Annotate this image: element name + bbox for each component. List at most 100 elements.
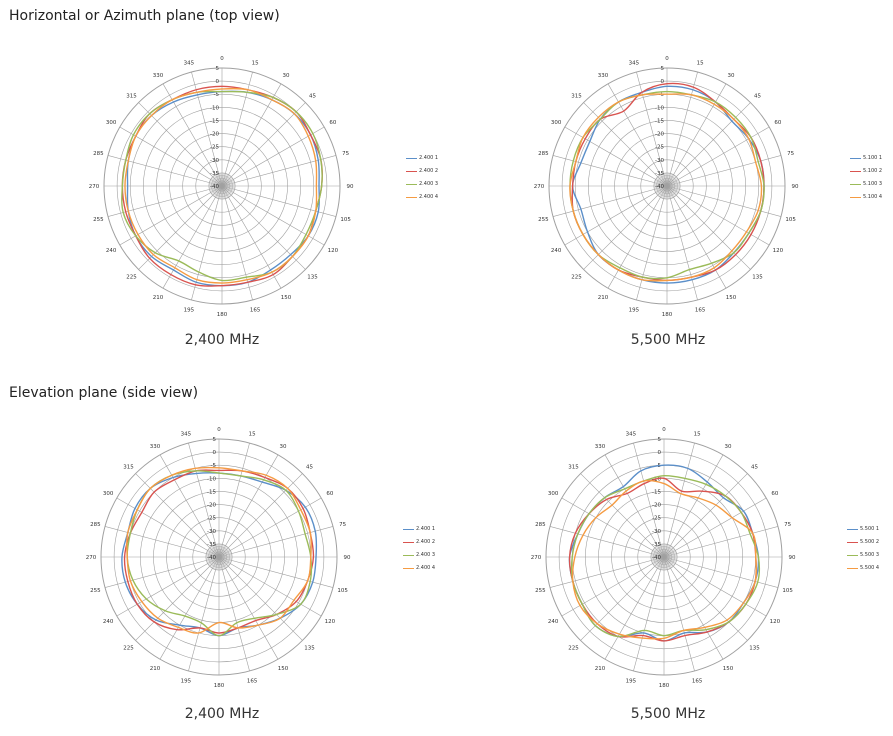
legend-entry: 2.400 4: [406, 191, 438, 204]
angle-tick-label: 90: [344, 555, 351, 561]
radial-tick-label: 0: [216, 79, 220, 85]
grid-spoke: [580, 556, 665, 641]
grid-spoke-minor: [659, 556, 665, 570]
angle-tick-label: 15: [697, 60, 704, 66]
legend-entry: 2.400 3: [403, 549, 435, 562]
grid-spoke: [221, 71, 253, 187]
angle-tick-label: 345: [181, 431, 192, 437]
angle-tick-label: 135: [307, 275, 318, 281]
angle-tick-label: 255: [535, 588, 546, 594]
angle-tick-label: 75: [339, 522, 346, 528]
grid-spoke-minor: [665, 185, 668, 200]
angle-tick-label: 285: [90, 522, 101, 528]
angle-tick-label: 330: [150, 444, 161, 450]
radial-tick-label: -20: [652, 503, 661, 509]
angle-tick-label: 300: [103, 491, 114, 497]
angle-tick-label: 15: [249, 431, 256, 437]
grid-spoke: [583, 102, 668, 187]
grid-spoke-minor: [665, 172, 668, 187]
legend-entry: 2.400 3: [406, 178, 438, 191]
angle-tick-label: 150: [726, 295, 737, 301]
grid-spoke-minor: [666, 185, 678, 194]
grid-spoke: [191, 71, 223, 187]
grid-spoke-minor: [666, 183, 680, 187]
grid-spoke-minor: [656, 556, 665, 568]
legend-entry: 5.100 4: [850, 191, 882, 204]
grid-spoke-minor: [221, 183, 235, 187]
grid-spoke: [663, 442, 695, 558]
grid-spoke: [552, 155, 668, 187]
grid-spoke-minor: [218, 554, 232, 558]
angle-tick-label: 210: [595, 666, 606, 672]
radial-tick-label: -35: [207, 542, 216, 548]
legend-entry: 5.500 1: [847, 523, 879, 536]
series-line-4: [126, 466, 312, 634]
radial-tick-label: -15: [210, 118, 219, 124]
angle-tick-label: 285: [93, 151, 104, 157]
grid-spoke-minor: [655, 185, 668, 192]
radial-tick-label: -15: [207, 489, 216, 495]
legend-label: 5.500 3: [860, 552, 880, 558]
legend-entry: 2.400 2: [403, 536, 435, 549]
radial-tick-label: -25: [210, 145, 219, 151]
legend-swatch: [406, 157, 417, 160]
legend-azimuth-5500: 5.100 1 5.100 2 5.100 3 5.100 4: [850, 152, 882, 204]
angle-tick-label: 150: [723, 666, 734, 672]
radial-tick-label: -35: [652, 542, 661, 548]
grid-spoke-minor: [213, 545, 220, 558]
angle-tick-label: 255: [90, 588, 101, 594]
grid-spoke: [135, 473, 220, 558]
grid-spoke: [663, 556, 779, 588]
angle-tick-label: 0: [217, 427, 221, 433]
grid-spoke-minor: [663, 548, 675, 558]
grid-spoke-minor: [218, 556, 233, 559]
radial-tick-label: -30: [655, 158, 664, 164]
grid-spoke-minor: [214, 185, 223, 197]
legend-label: 2.400 2: [419, 168, 439, 174]
grid-spoke: [116, 556, 220, 617]
grid-spoke-minor: [216, 544, 220, 558]
grid-spoke: [666, 185, 782, 217]
polar-chart-3: 0 15 30 45 60 75 90 105 120 135 150 165 180 195 210 225…: [531, 427, 796, 689]
angle-tick-label: 135: [752, 275, 763, 281]
series-line-3: [121, 90, 323, 282]
radial-tick-label: -15: [655, 118, 664, 124]
angle-tick-label: 165: [247, 679, 258, 685]
caption-elevation-5500: 5,500 MHz: [630, 706, 706, 722]
grid-spoke-minor: [218, 546, 227, 558]
legend-entry: 5.500 3: [847, 549, 879, 562]
grid-spoke: [633, 442, 665, 558]
polar-chart-1: 0 15 30 45 60 75 90 105 120 135 150 165 180 195 210 225…: [534, 56, 799, 318]
grid-spoke: [666, 185, 698, 301]
angle-tick-label: 45: [751, 464, 758, 470]
grid-spoke: [561, 556, 665, 617]
legend-label: 2.400 1: [419, 155, 439, 161]
angle-tick-label: 300: [551, 120, 562, 126]
grid-spoke-minor: [663, 546, 672, 558]
grid-spoke: [218, 526, 334, 558]
grid-spoke-minor: [208, 556, 220, 566]
angle-tick-label: 240: [106, 248, 117, 254]
grid-spoke-minor: [217, 543, 220, 558]
angle-tick-label: 105: [782, 588, 793, 594]
grid-spoke: [633, 556, 665, 672]
legend-label: 5.100 1: [863, 155, 883, 161]
angle-tick-label: 315: [123, 464, 134, 470]
grid-spoke: [604, 454, 665, 558]
legend-swatch: [403, 528, 414, 531]
grid-spoke: [188, 556, 220, 672]
grid-spoke-minor: [663, 556, 677, 562]
angle-tick-label: 60: [774, 120, 781, 126]
legend-entry: 5.500 4: [847, 562, 879, 575]
angle-tick-label: 315: [126, 93, 137, 99]
angle-tick-label: 315: [568, 464, 579, 470]
radial-tick-label: -25: [207, 516, 216, 522]
angle-tick-label: 210: [150, 666, 161, 672]
angle-tick-label: 165: [695, 308, 706, 314]
radial-tick-label: -10: [655, 105, 664, 111]
grid-spoke-minor: [650, 555, 665, 558]
radial-tick-label: -40: [655, 184, 664, 190]
angle-tick-label: 75: [787, 151, 794, 157]
legend-label: 5.100 2: [863, 168, 883, 174]
angle-tick-label: 90: [789, 555, 796, 561]
